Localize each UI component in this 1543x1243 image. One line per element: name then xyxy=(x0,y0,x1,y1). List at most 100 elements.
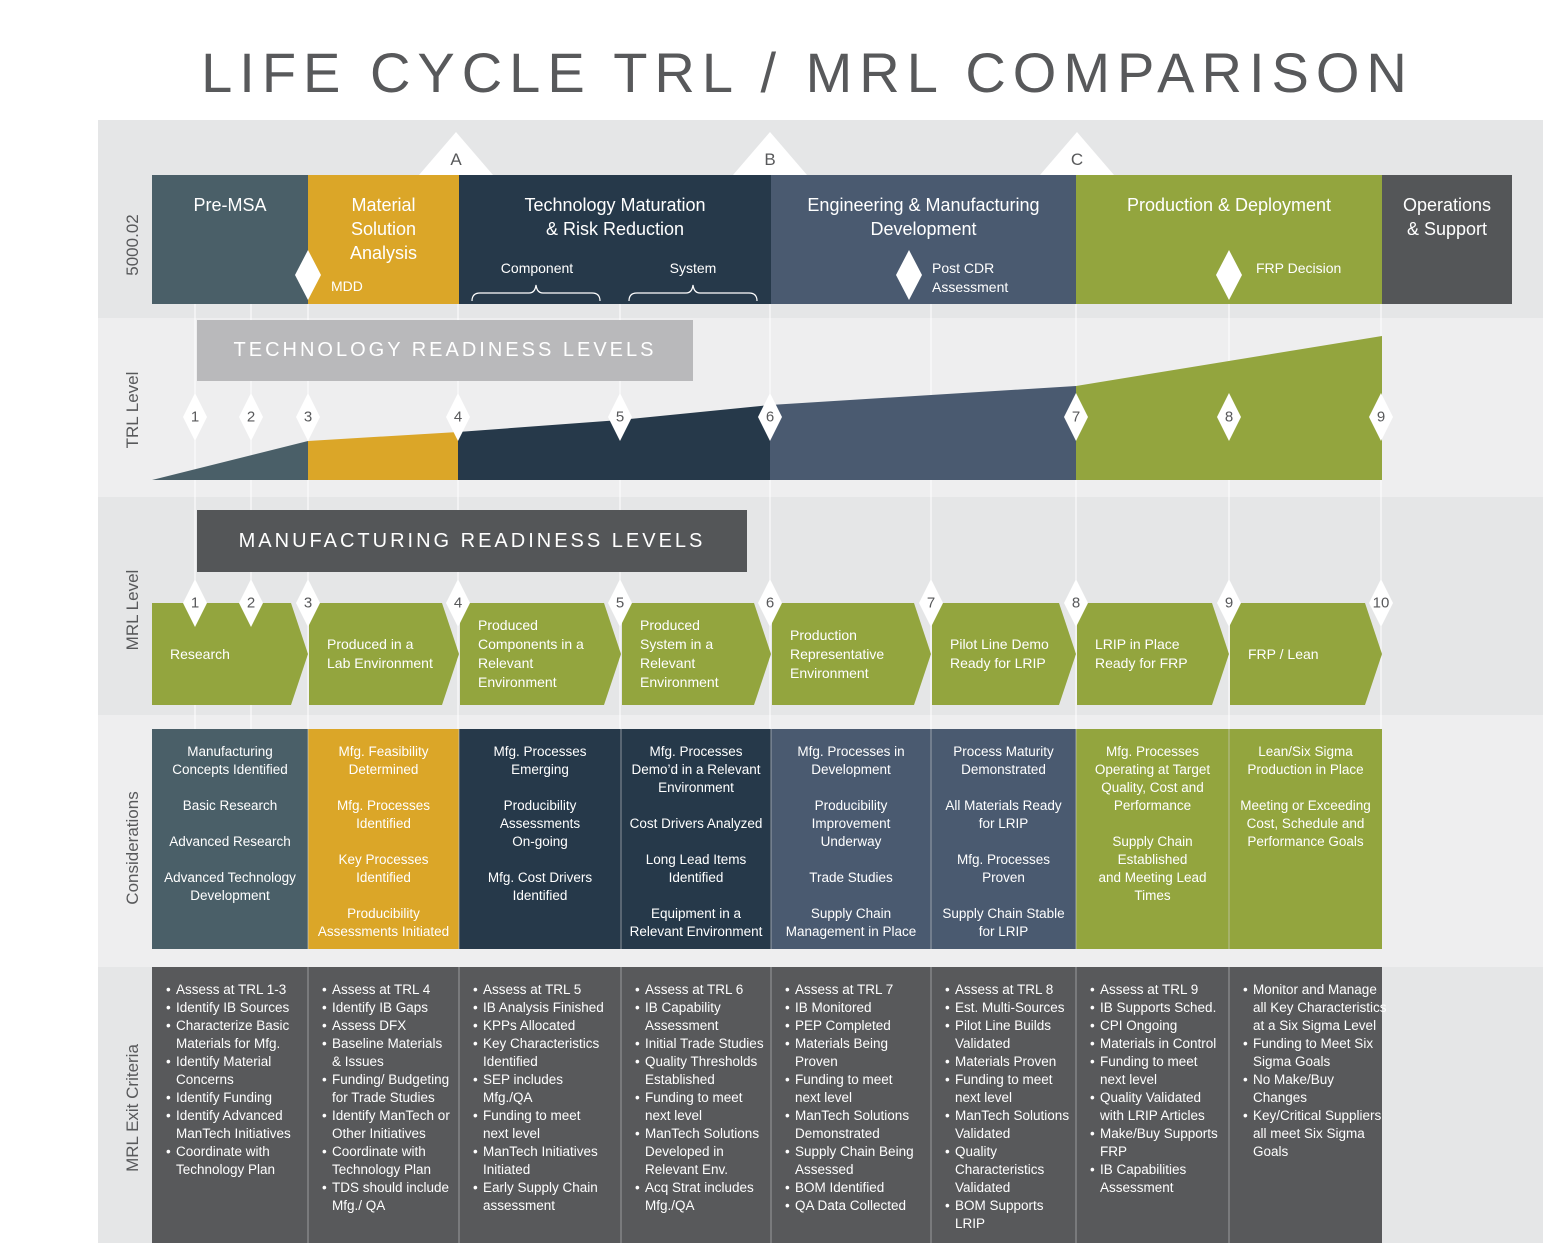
milestone-label: C xyxy=(1070,150,1084,169)
consideration-item: Long Lead Items Identified xyxy=(645,852,747,885)
consideration-item: Mfg. Cost Drivers Identified xyxy=(487,870,593,903)
exit-item: Baseline Materials & Issues xyxy=(322,1035,450,1071)
level-diamond xyxy=(1369,579,1393,627)
exit-item: Funding to meet next level xyxy=(1090,1053,1218,1089)
exit-item: IB Analysis Finished xyxy=(473,999,604,1017)
stage-chevron xyxy=(772,603,931,705)
mrl-level: 2 xyxy=(246,594,256,612)
exit-item: SEP includes Mfg./QA xyxy=(473,1071,604,1107)
exit-item: Assess at TRL 4 xyxy=(322,981,450,999)
exit-item: Funding to meet next level xyxy=(945,1071,1069,1107)
level-diamond xyxy=(1217,579,1241,627)
consideration-item: Meeting or Exceeding Cost, Schedule and … xyxy=(1240,798,1371,849)
milestone-triangle xyxy=(1040,132,1114,175)
phase-label: Pre-MSA xyxy=(193,195,267,215)
exit-item: Est. Multi-Sources xyxy=(945,999,1069,1017)
consideration-item: Producibility Improvement Underway xyxy=(811,798,891,849)
consideration-item: Mfg. Processes Operating at Target Quali… xyxy=(1094,744,1211,813)
consideration-item: Advanced Research xyxy=(169,834,291,849)
decision-diamond xyxy=(1216,250,1242,300)
consideration-item: Mfg. Processes Demo’d in a Relevant Envi… xyxy=(631,744,761,795)
exit-item: Materials Being Proven xyxy=(785,1035,914,1071)
exit-column: Assess at TRL 8Est. Multi-SourcesPilot L… xyxy=(945,981,1069,1233)
consideration-column: Mfg. Feasibility Determined Mfg. Processe… xyxy=(308,743,459,959)
bracket xyxy=(471,284,601,302)
exit-item: Identify Material Concerns xyxy=(166,1053,291,1089)
exit-item: Make/Buy Supports FRP xyxy=(1090,1125,1218,1161)
trl-level: 1 xyxy=(190,408,200,426)
exit-item: Monitor and Manage all Key Characteristi… xyxy=(1243,981,1387,1035)
mrl-stage: Pilot Line Demo Ready for LRIP xyxy=(950,636,1049,671)
trl-level: 2 xyxy=(246,408,256,426)
row-label: Considerations xyxy=(123,791,142,905)
exit-item: Assess at TRL 6 xyxy=(635,981,764,999)
mrl-level: 5 xyxy=(615,594,625,612)
exit-item: ManTech Solutions Demonstrated xyxy=(785,1107,914,1143)
trl-level: 4 xyxy=(453,408,463,426)
consideration-item: Mfg. Processes Identified xyxy=(336,798,431,831)
mrl-level: 9 xyxy=(1224,594,1234,612)
stage-chevron xyxy=(622,603,771,705)
exit-item: Coordinate with Technology Plan xyxy=(166,1143,291,1179)
level-diamond xyxy=(1217,393,1241,441)
level-diamond xyxy=(446,579,470,627)
phase-label: Engineering & Manufacturing Development xyxy=(807,195,1040,239)
exit-item: Quality Characteristics Validated xyxy=(945,1143,1069,1197)
exit-item: Quality Thresholds Established xyxy=(635,1053,764,1089)
exit-column: Monitor and Manage all Key Characteristi… xyxy=(1243,981,1387,1161)
phase-label: Production & Deployment xyxy=(1126,195,1332,215)
exit-item: Supply Chain Being Assessed xyxy=(785,1143,914,1179)
row-label: MRL Level xyxy=(123,569,142,651)
title: LIFE CYCLE TRL / MRL COMPARISON xyxy=(201,41,1414,104)
trl-level: 7 xyxy=(1071,408,1081,426)
trl-area xyxy=(308,432,458,480)
consideration-column: Process Maturity Demonstrated All Materia… xyxy=(931,743,1076,959)
consideration-item: Trade Studies xyxy=(809,870,893,885)
level-diamond xyxy=(1064,393,1088,441)
consideration-column: Mfg. Processes in Development Producibili… xyxy=(771,743,931,959)
consideration-item: Supply Chain Management in Place xyxy=(785,906,917,939)
level-diamond xyxy=(296,393,320,441)
phase-label: Material Solution Analysis xyxy=(349,195,418,263)
exit-item: Assess at TRL 7 xyxy=(785,981,914,999)
milestone-label: A xyxy=(450,150,462,169)
phase-note: Component xyxy=(500,260,574,276)
exit-item: Identify IB Gaps xyxy=(322,999,450,1017)
consideration-item: Cost Drivers Analyzed xyxy=(629,816,763,831)
exit-item: CPI Ongoing xyxy=(1090,1017,1218,1035)
exit-item: Identify IB Sources xyxy=(166,999,291,1017)
exit-item: BOM Supports LRIP xyxy=(945,1197,1069,1233)
exit-column: Assess at TRL 5IB Analysis FinishedKPPs … xyxy=(473,981,604,1215)
stage-chevron xyxy=(460,603,621,705)
consideration-item: Mfg. Processes in Development xyxy=(797,744,905,777)
exit-item: Materials Proven xyxy=(945,1053,1069,1071)
consideration-item: Producibility Assessments Initiated xyxy=(317,906,450,939)
consideration-block xyxy=(308,729,459,949)
mrl-level: 6 xyxy=(765,594,775,612)
exit-item: Assess DFX xyxy=(322,1017,450,1035)
consideration-item: Mfg. Processes Proven xyxy=(956,852,1051,885)
consideration-block xyxy=(1076,729,1229,949)
exit-item: BOM Identified xyxy=(785,1179,914,1197)
consideration-block xyxy=(621,729,771,949)
exit-item: Early Supply Chain assessment xyxy=(473,1179,604,1215)
exit-item: Coordinate with Technology Plan xyxy=(322,1143,450,1179)
phase-note: MDD xyxy=(331,278,363,294)
mrl-stage: Produced Components in a Relevant Enviro… xyxy=(478,617,584,690)
consideration-column: Mfg. Processes Demo’d in a Relevant Envi… xyxy=(621,743,771,959)
trl-area xyxy=(458,420,620,480)
stage-chevron xyxy=(309,603,459,705)
mrl-stage: Research xyxy=(170,645,230,662)
exit-item: TDS should include Mfg./ QA xyxy=(322,1179,450,1215)
exit-item: Key Characteristics Identified xyxy=(473,1035,604,1071)
exit-column: Assess at TRL 4Identify IB GapsAssess DF… xyxy=(322,981,450,1215)
consideration-column: Manufacturing Concepts Identified Basic R… xyxy=(152,743,308,923)
consideration-item: Mfg. Processes Emerging xyxy=(493,744,587,777)
trl-level: 9 xyxy=(1376,408,1386,426)
milestone-label: B xyxy=(764,150,776,169)
consideration-item: All Materials Ready for LRIP xyxy=(945,798,1062,831)
consideration-column: Mfg. Processes Operating at Target Quali… xyxy=(1076,743,1229,923)
level-diamond xyxy=(758,579,782,627)
consideration-column: Mfg. Processes Emerging Producibility Ass… xyxy=(459,743,621,923)
mrl-level: 8 xyxy=(1071,594,1081,612)
